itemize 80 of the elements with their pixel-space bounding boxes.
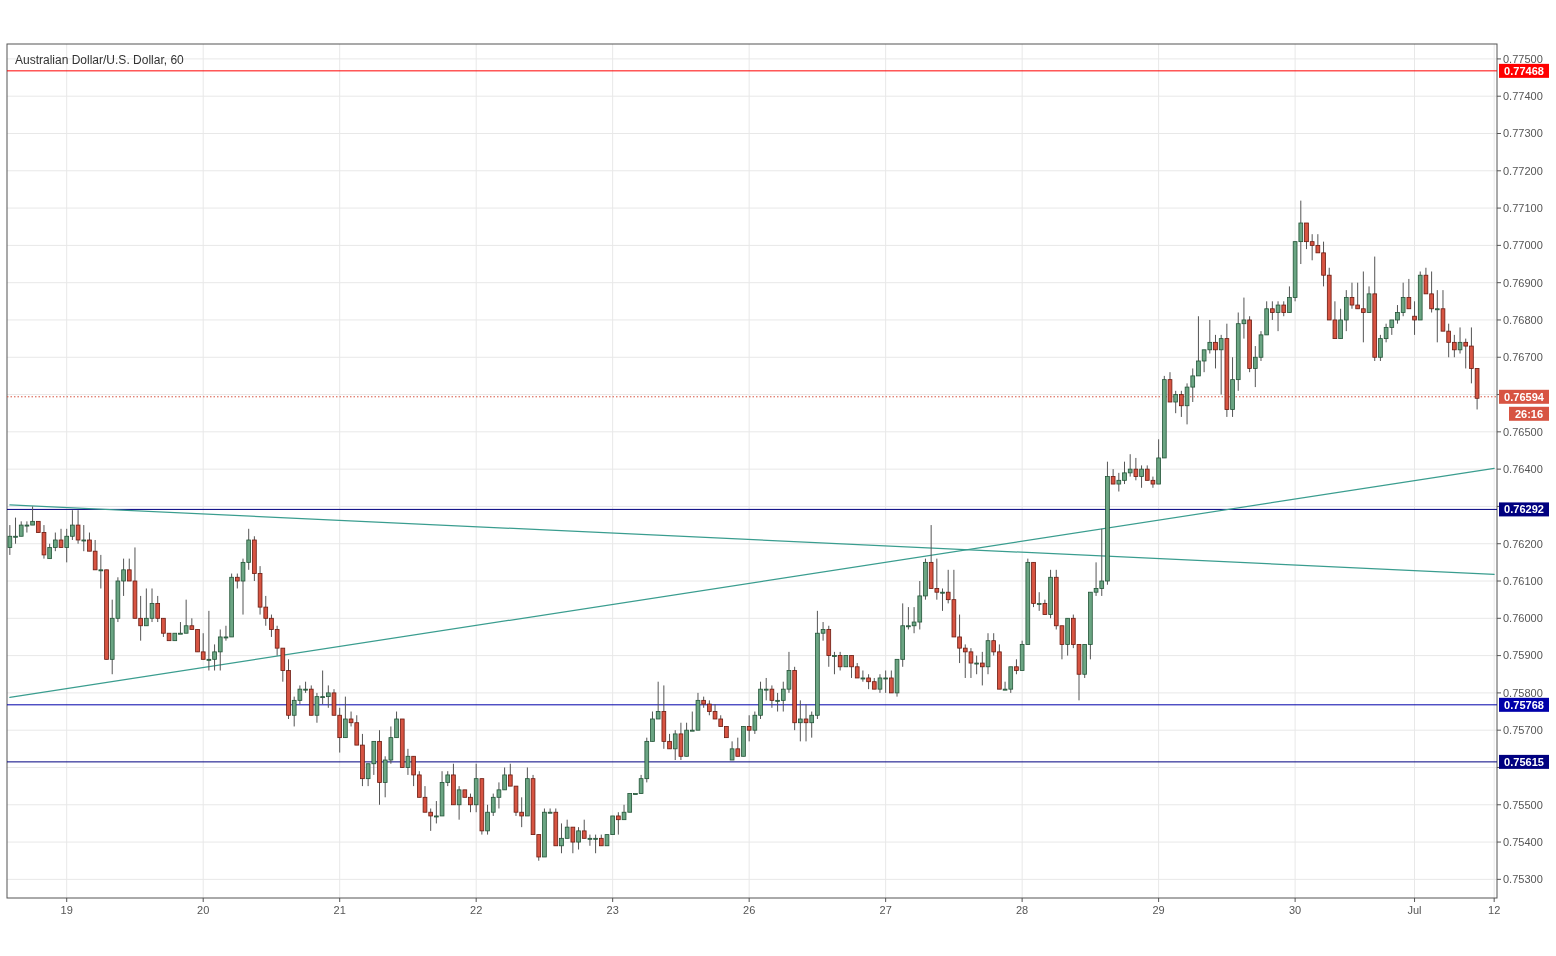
candlestick xyxy=(1133,457,1139,481)
y-tick-label: 0.75500 xyxy=(1503,798,1543,811)
y-tick-label: 0.76800 xyxy=(1503,313,1543,326)
y-tick-label: 0.77300 xyxy=(1503,127,1543,140)
candlestick xyxy=(581,819,587,839)
candlestick xyxy=(746,714,752,742)
candlestick xyxy=(672,729,678,761)
ref-line-label: 0.76292 xyxy=(1504,503,1544,516)
x-tick-label: 19 xyxy=(60,904,73,916)
y-tick-label: 0.77500 xyxy=(1503,52,1543,65)
y-tick-label: 0.76500 xyxy=(1503,425,1543,438)
candlestick xyxy=(81,524,87,552)
y-tick-label: 0.76000 xyxy=(1503,612,1543,625)
candlestick xyxy=(889,670,894,694)
candlestick xyxy=(1213,334,1218,369)
y-tick-label: 0.77200 xyxy=(1503,164,1543,177)
y-tick-label: 0.76100 xyxy=(1503,574,1543,587)
x-tick-label: 28 xyxy=(1016,904,1029,916)
candlestick xyxy=(343,696,348,739)
candlestick xyxy=(1218,334,1224,396)
candlestick xyxy=(75,509,81,545)
candlestick xyxy=(735,737,741,757)
y-tick-label: 0.77000 xyxy=(1503,239,1543,252)
candlestick xyxy=(729,740,735,761)
x-tick-label: Jul xyxy=(1407,904,1422,916)
x-tick-label: 29 xyxy=(1152,904,1165,916)
text: Australian Dollar/U.S. Dollar, 60 xyxy=(15,53,185,67)
ref-line-label: 0.77468 xyxy=(1504,64,1544,77)
y-tick-label: 0.76700 xyxy=(1503,351,1543,364)
candlestick xyxy=(570,826,576,854)
candlestick xyxy=(678,722,684,761)
x-tick-label: 21 xyxy=(333,904,346,916)
y-tick-label: 0.75700 xyxy=(1503,724,1543,737)
y-tick-label: 0.75800 xyxy=(1503,686,1543,699)
y-tick-label: 0.77400 xyxy=(1503,90,1543,103)
candlestick xyxy=(769,684,775,709)
text: 26:16 xyxy=(1514,407,1544,420)
ref-line-label: 0.76594 xyxy=(1504,390,1545,403)
candlestick xyxy=(98,554,104,589)
candlestick xyxy=(58,528,64,548)
ref-line-label: 0.75768 xyxy=(1504,698,1544,711)
x-tick-label: 27 xyxy=(879,904,892,916)
y-tick-label: 0.77100 xyxy=(1503,201,1543,214)
candlestick xyxy=(1412,300,1417,336)
candlestick xyxy=(1173,390,1178,414)
x-tick-label: 22 xyxy=(470,904,483,916)
y-tick-label: 0.75900 xyxy=(1503,649,1543,662)
candlestick xyxy=(1036,591,1042,612)
candlestick xyxy=(1167,371,1173,403)
y-tick-label: 0.75400 xyxy=(1503,835,1543,848)
candlestick xyxy=(1110,468,1116,485)
candlestick xyxy=(1457,326,1463,355)
y-tick-label: 0.76900 xyxy=(1503,276,1543,289)
candlestick xyxy=(405,748,411,776)
x-tick-label: 12 xyxy=(1488,904,1501,916)
candlestick xyxy=(940,587,945,612)
candlestick xyxy=(860,670,866,683)
candlestick xyxy=(456,785,462,821)
y-tick-label: 0.76200 xyxy=(1503,537,1543,550)
x-tick-label: 23 xyxy=(606,904,619,916)
y-tick-label: 0.75300 xyxy=(1503,873,1543,886)
y-tick-label: 0.76400 xyxy=(1503,462,1543,475)
candlestick xyxy=(974,655,979,675)
x-tick-label: 20 xyxy=(197,904,210,916)
candlestick xyxy=(1270,300,1275,321)
candlestick xyxy=(576,826,581,851)
ref-line-label: 0.75615 xyxy=(1504,755,1544,768)
candlestick xyxy=(980,651,985,686)
candlestick xyxy=(1434,289,1440,343)
candlestick xyxy=(1275,300,1281,332)
candlestick xyxy=(1406,278,1412,310)
x-tick-label: 30 xyxy=(1288,904,1302,916)
candlestick xyxy=(798,699,803,742)
candlestick xyxy=(837,651,843,672)
x-tick-label: 26 xyxy=(743,904,756,916)
candlestick xyxy=(1139,464,1144,489)
candlestick xyxy=(1366,285,1372,314)
candlestick xyxy=(616,811,621,836)
candlestick xyxy=(832,651,837,675)
candlestick xyxy=(803,703,809,742)
